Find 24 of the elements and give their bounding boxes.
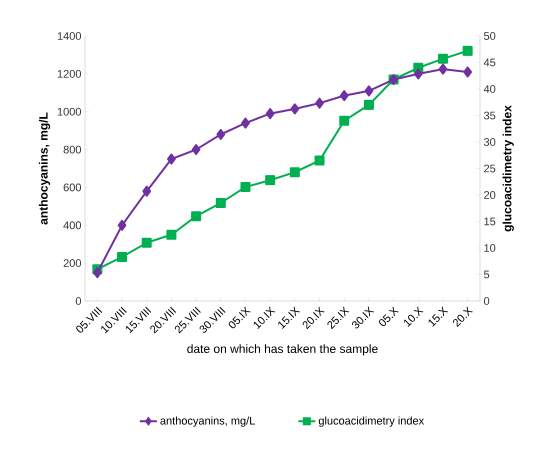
y-tick-label: 800 — [64, 146, 82, 154]
y-tick-label: 1200 — [58, 70, 82, 78]
y2-tick-label: 5 — [484, 270, 490, 278]
y2-tick-label: 20 — [484, 191, 496, 199]
y2-tick-label: 35 — [484, 112, 496, 120]
y-axis-title: anthocyanins, mg/L — [38, 112, 50, 224]
y-tick-label: 0 — [76, 297, 82, 305]
y-tick-label: 1000 — [58, 108, 82, 116]
y2-tick-label: 0 — [484, 297, 490, 305]
y2-tick-label: 40 — [484, 85, 496, 93]
x-axis-title: date on which has taken the sample — [187, 344, 378, 356]
legend-label: anthocyanins, mg/L — [160, 416, 255, 427]
y2-axis-title: glucoacidimetry index — [502, 105, 514, 232]
y-tick-label: 400 — [63, 221, 82, 230]
y-tick-label: 1400 — [58, 32, 82, 40]
y2-tick-label: 45 — [484, 58, 496, 66]
y2-tick-label: 25 — [484, 164, 496, 172]
y-tick-label: 200 — [64, 259, 82, 268]
y2-tick-label: 10 — [484, 244, 496, 252]
legend-label: glucoacidimetry index — [318, 416, 424, 427]
y2-tick-label: 30 — [484, 138, 496, 146]
y2-tick-label: 50 — [484, 32, 496, 40]
y2-tick-label: 15 — [484, 218, 496, 226]
y-tick-label: 600 — [64, 184, 82, 192]
